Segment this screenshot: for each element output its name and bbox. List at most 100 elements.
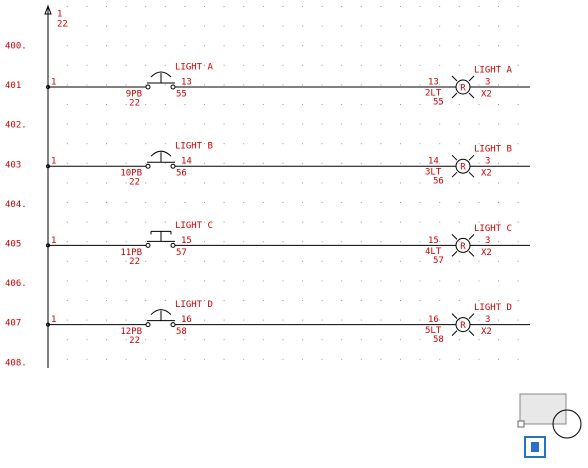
- pb-ref: 22: [129, 178, 140, 188]
- line-number: 406.: [5, 279, 27, 289]
- lamp-tag: 2LT: [425, 89, 442, 99]
- lamp-symbol: R: [460, 84, 466, 94]
- dot-grid: [50, 6, 530, 370]
- lamp-terminal: X2: [481, 90, 492, 100]
- rail-label: 1: [57, 10, 62, 20]
- lamp-ray: [468, 313, 475, 319]
- lamp: [455, 237, 471, 253]
- viewport-icon[interactable]: [517, 393, 582, 458]
- lamp-ref: 58: [433, 335, 444, 345]
- lamp-title: LIGHT D: [474, 303, 512, 313]
- contact: [145, 163, 151, 169]
- line-number: 408.: [5, 358, 27, 368]
- lamp-title: LIGHT A: [474, 66, 513, 76]
- lamp-ray: [468, 75, 475, 82]
- pb-title: LIGHT A: [175, 63, 214, 73]
- pb-bottom: 57: [176, 248, 187, 258]
- lamp-wire-in: 13: [428, 78, 439, 88]
- lamp-ray: [451, 92, 458, 99]
- lamp-symbol: R: [460, 163, 466, 173]
- pb-cap: [150, 309, 172, 315]
- left-wire: 1: [51, 236, 56, 246]
- lamp-tag: 5LT: [425, 326, 442, 336]
- rung-node: [46, 243, 50, 248]
- rung-node: [46, 164, 50, 169]
- rung-node: [46, 85, 50, 89]
- lamp-title: LIGHT C: [474, 224, 512, 234]
- pb-wire: 16: [181, 315, 192, 325]
- pb-title: LIGHT B: [175, 142, 213, 152]
- line-number: 403: [5, 160, 21, 170]
- rung-node: [46, 322, 50, 327]
- lamp-wire-out: 3: [485, 315, 490, 325]
- pb-tag: 12PB: [120, 327, 142, 337]
- rail-arrow: [44, 4, 52, 15]
- pb-tag: 10PB: [120, 169, 142, 179]
- line-number: 407: [5, 319, 21, 329]
- lamp-terminal: X2: [481, 169, 492, 179]
- icon-handle: [517, 420, 525, 428]
- lamp-tag: 3LT: [425, 168, 442, 178]
- contact: [170, 163, 176, 169]
- pb-title: LIGHT C: [175, 221, 213, 231]
- left-wire: 1: [51, 315, 56, 325]
- rail-label: 22: [57, 20, 68, 30]
- lamp-ray: [451, 75, 458, 82]
- contact: [145, 84, 151, 90]
- lamp: [455, 158, 471, 174]
- pb-title: LIGHT D: [175, 300, 213, 310]
- lamp-ref: 57: [433, 256, 444, 266]
- pb-cap: [150, 71, 172, 78]
- left-wire: 1: [51, 157, 56, 167]
- lamp-ray: [468, 92, 475, 99]
- line-number: 405: [5, 240, 21, 250]
- contact: [170, 242, 176, 248]
- lamp-ray: [468, 171, 475, 178]
- line-number: 400.: [5, 42, 27, 52]
- pb-cap: [150, 230, 172, 235]
- lamp-ray: [468, 330, 475, 336]
- lamp-wire-in: 15: [428, 236, 439, 246]
- lamp-ray: [451, 154, 458, 161]
- lamp-symbol: R: [460, 242, 466, 252]
- contact: [145, 322, 151, 328]
- pb-tag: 11PB: [120, 248, 142, 258]
- line-number: 404.: [5, 200, 27, 210]
- lamp-ref: 55: [433, 98, 444, 108]
- lamp-wire-out: 3: [485, 157, 490, 167]
- lamp: [455, 79, 471, 95]
- lamp-ray: [468, 251, 475, 257]
- lamp-terminal: X2: [481, 248, 492, 258]
- pb-bottom: 55: [176, 90, 187, 100]
- icon-magnifier: [552, 409, 582, 439]
- line-number: 402.: [5, 121, 27, 131]
- contact: [170, 84, 176, 90]
- lamp-tag: 4LT: [425, 247, 442, 257]
- lamp-ray: [451, 234, 458, 240]
- icon-frame: [519, 393, 567, 425]
- lamp-ray: [451, 171, 458, 178]
- pb-wire: 14: [181, 157, 192, 167]
- lamp-ray: [451, 251, 458, 257]
- lamp-wire-out: 3: [485, 236, 490, 246]
- lamp-ray: [451, 313, 458, 319]
- lamp-ray: [468, 234, 475, 240]
- pb-ref: 22: [129, 99, 140, 109]
- pb-wire: 13: [181, 78, 192, 88]
- lamp-symbol: R: [460, 321, 466, 331]
- pb-ref: 22: [129, 336, 140, 346]
- lamp: [455, 317, 471, 333]
- icon-inner: [531, 442, 539, 452]
- lamp-title: LIGHT B: [474, 145, 512, 155]
- lamp-ray: [468, 154, 475, 161]
- line-number: 401: [5, 81, 21, 91]
- contact: [145, 242, 151, 248]
- lamp-wire-in: 16: [428, 315, 439, 325]
- pb-ref: 22: [129, 257, 140, 267]
- pb-bottom: 56: [176, 169, 187, 179]
- pb-bottom: 58: [176, 327, 187, 337]
- left-wire: 1: [51, 78, 56, 88]
- pb-wire: 15: [181, 236, 192, 246]
- pb-tag: 9PB: [126, 90, 142, 100]
